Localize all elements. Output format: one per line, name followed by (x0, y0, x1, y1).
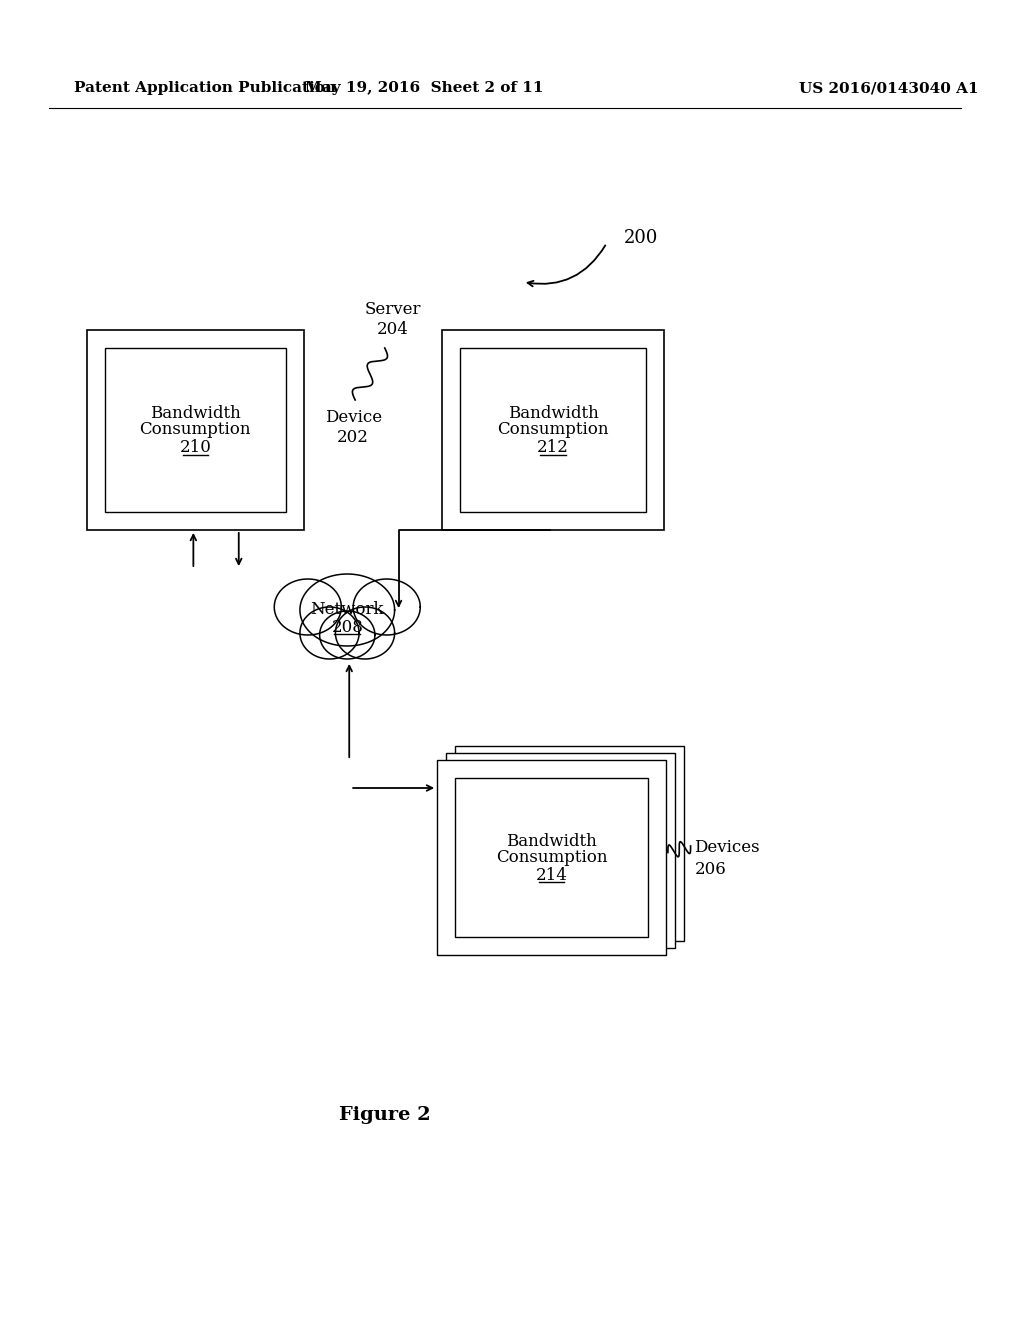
FancyBboxPatch shape (437, 760, 666, 954)
Text: 210: 210 (179, 440, 211, 457)
FancyBboxPatch shape (445, 752, 675, 948)
Text: Bandwidth: Bandwidth (150, 405, 241, 422)
Text: May 19, 2016  Sheet 2 of 11: May 19, 2016 Sheet 2 of 11 (305, 81, 544, 95)
Text: 214: 214 (536, 867, 567, 884)
Text: Consumption: Consumption (139, 421, 251, 438)
Text: US 2016/0143040 A1: US 2016/0143040 A1 (799, 81, 979, 95)
Polygon shape (300, 574, 394, 645)
FancyBboxPatch shape (460, 348, 646, 512)
Text: Figure 2: Figure 2 (339, 1106, 430, 1125)
Polygon shape (300, 607, 359, 659)
FancyBboxPatch shape (455, 746, 684, 941)
FancyBboxPatch shape (455, 777, 648, 937)
Text: 212: 212 (537, 440, 569, 457)
FancyBboxPatch shape (87, 330, 304, 531)
FancyBboxPatch shape (104, 348, 286, 512)
Text: Patent Application Publication: Patent Application Publication (74, 81, 336, 95)
Text: Consumption: Consumption (498, 421, 608, 438)
Polygon shape (336, 607, 394, 659)
FancyBboxPatch shape (442, 330, 664, 531)
Text: Server: Server (365, 301, 421, 318)
Text: Device: Device (325, 409, 382, 426)
Text: Devices: Devices (694, 840, 760, 857)
Text: Consumption: Consumption (496, 849, 607, 866)
Text: 202: 202 (337, 429, 369, 446)
Polygon shape (274, 579, 341, 635)
Text: Bandwidth: Bandwidth (506, 833, 597, 850)
Text: 200: 200 (624, 228, 657, 247)
Text: 204: 204 (377, 322, 409, 338)
Text: Network: Network (310, 601, 384, 618)
Text: 208: 208 (332, 619, 364, 635)
Text: Bandwidth: Bandwidth (508, 405, 598, 422)
Polygon shape (319, 611, 375, 659)
Polygon shape (353, 579, 420, 635)
Text: 206: 206 (694, 862, 726, 879)
